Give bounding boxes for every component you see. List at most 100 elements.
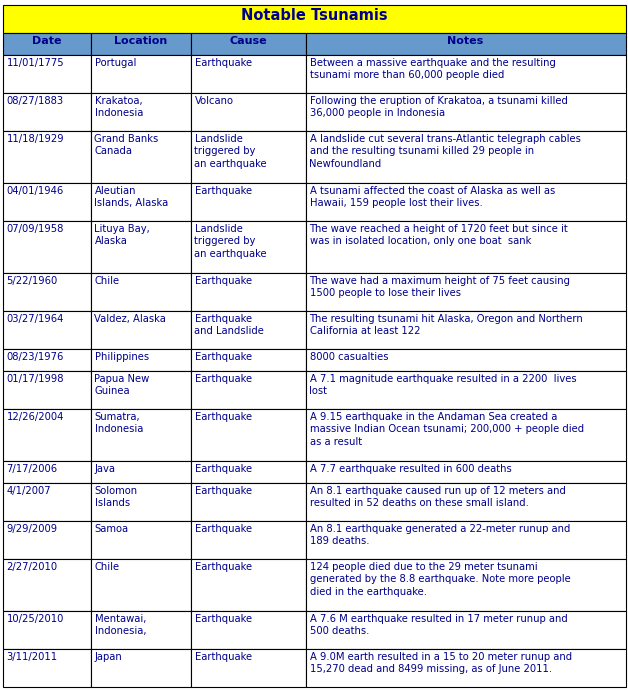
Text: 124 people died due to the 29 meter tsunami
generated by the 8.8 earthquake. Not: 124 people died due to the 29 meter tsun… [310,562,570,597]
Text: The wave had a maximum height of 75 feet causing
1500 people to lose their lives: The wave had a maximum height of 75 feet… [310,276,570,298]
Bar [3,649,90,687]
Bar [3,559,90,611]
Bar [3,483,90,521]
Text: An 8.1 earthquake generated a 22-meter runup and
189 deaths.: An 8.1 earthquake generated a 22-meter r… [310,524,570,546]
Bar [90,33,190,55]
Bar [305,461,625,483]
Bar [305,521,625,559]
Bar [305,611,625,649]
Text: Earthquake: Earthquake [195,464,252,474]
Bar [3,371,90,409]
Bar [190,483,305,521]
Text: Volcano: Volcano [195,96,234,106]
Text: 9/29/2009: 9/29/2009 [6,524,58,534]
Text: Earthquake: Earthquake [195,352,252,362]
Bar [190,349,305,371]
Bar [190,221,305,273]
Bar [3,131,90,183]
Text: A 7.1 magnitude earthquake resulted in a 2200  lives
lost: A 7.1 magnitude earthquake resulted in a… [310,374,576,396]
Text: 07/09/1958: 07/09/1958 [6,224,64,234]
Text: Location: Location [114,36,167,46]
Bar [3,311,90,349]
Text: Solomon
Islands: Solomon Islands [94,486,138,509]
Text: Earthquake: Earthquake [195,186,252,196]
Bar [90,559,190,611]
Bar [305,183,625,221]
Bar [305,311,625,349]
Bar [305,649,625,687]
Bar [90,183,190,221]
Bar [190,311,305,349]
Text: Aleutian
Islands, Alaska: Aleutian Islands, Alaska [94,186,169,208]
Bar [305,483,625,521]
Text: Java: Java [94,464,116,474]
Bar [3,273,90,311]
Text: 01/17/1998: 01/17/1998 [6,374,64,384]
Text: 4/1/2007: 4/1/2007 [6,486,51,496]
Text: Sumatra,
Indonesia: Sumatra, Indonesia [94,412,143,435]
Bar [190,409,305,461]
Bar [190,131,305,183]
Text: Papua New
Guinea: Papua New Guinea [94,374,149,396]
Bar [3,183,90,221]
Bar [190,461,305,483]
Bar [3,349,90,371]
Bar [305,273,625,311]
Text: Earthquake: Earthquake [195,614,252,624]
Bar [305,33,625,55]
Bar [3,521,90,559]
Text: 08/27/1883: 08/27/1883 [6,96,63,106]
Text: Chile: Chile [94,276,119,286]
Text: The wave reached a height of 1720 feet but since it
was in isolated location, on: The wave reached a height of 1720 feet b… [310,224,568,246]
Bar [190,559,305,611]
Bar [90,349,190,371]
Text: Earthquake: Earthquake [195,486,252,496]
Bar [305,349,625,371]
Text: Earthquake: Earthquake [195,524,252,534]
Text: Between a massive earthquake and the resulting
tsunami more than 60,000 people d: Between a massive earthquake and the res… [310,58,555,81]
Text: A 7.7 earthquake resulted in 600 deaths: A 7.7 earthquake resulted in 600 deaths [310,464,511,474]
Text: Date: Date [32,36,62,46]
Bar [3,93,90,131]
Bar [90,409,190,461]
Text: Cause: Cause [229,36,267,46]
Bar [3,33,90,55]
Bar [90,483,190,521]
Bar [305,55,625,93]
Text: Grand Banks
Canada: Grand Banks Canada [94,134,159,157]
Text: A tsunami affected the coast of Alaska as well as
Hawaii, 159 people lost their : A tsunami affected the coast of Alaska a… [310,186,555,208]
Bar [90,311,190,349]
Text: Samoa: Samoa [94,524,129,534]
Text: Chile: Chile [94,562,119,572]
Bar [190,33,305,55]
Bar [190,521,305,559]
Bar [190,55,305,93]
Text: 7/17/2006: 7/17/2006 [6,464,58,474]
Bar [190,183,305,221]
Bar [305,559,625,611]
Text: 08/23/1976: 08/23/1976 [6,352,64,362]
Bar [90,461,190,483]
Text: Earthquake: Earthquake [195,562,252,572]
Bar [305,409,625,461]
Bar [90,371,190,409]
Bar [90,273,190,311]
Bar [90,131,190,183]
Text: Notes: Notes [447,36,484,46]
Bar [90,521,190,559]
Text: 03/27/1964: 03/27/1964 [6,314,64,324]
Text: 3/11/2011: 3/11/2011 [6,652,58,662]
Text: Earthquake: Earthquake [195,652,252,662]
Bar [90,93,190,131]
Bar [3,55,90,93]
Text: A 9.15 earthquake in the Andaman Sea created a
massive Indian Ocean tsunami; 200: A 9.15 earthquake in the Andaman Sea cre… [310,412,583,447]
Text: Krakatoa,
Indonesia: Krakatoa, Indonesia [94,96,143,119]
Text: 12/26/2004: 12/26/2004 [6,412,64,422]
Text: Valdez, Alaska: Valdez, Alaska [94,314,166,324]
Text: Notable Tsunamis: Notable Tsunamis [241,8,387,23]
Bar [190,371,305,409]
Text: Philippines: Philippines [94,352,149,362]
Bar [90,55,190,93]
Bar [305,131,625,183]
Text: Following the eruption of Krakatoa, a tsunami killed
36,000 people in Indonesia: Following the eruption of Krakatoa, a ts… [310,96,567,119]
